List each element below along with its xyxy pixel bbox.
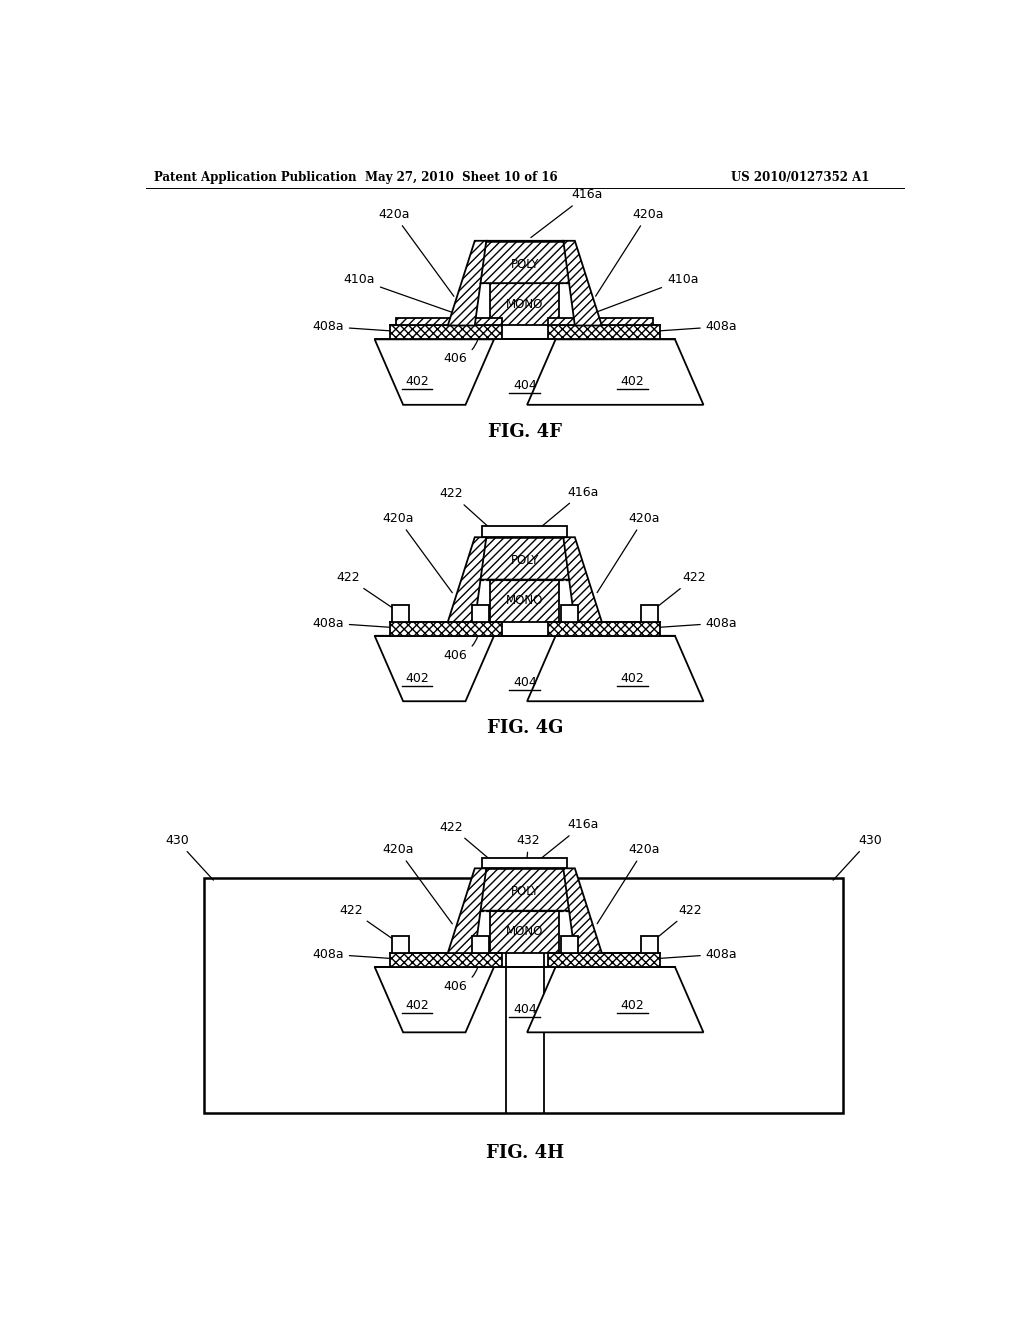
Text: 402: 402 (406, 375, 429, 388)
Text: 420a: 420a (596, 207, 664, 296)
Text: 402: 402 (621, 999, 644, 1012)
Text: 420a: 420a (597, 843, 659, 924)
Text: 406: 406 (443, 339, 478, 366)
Text: 404: 404 (513, 676, 537, 689)
Bar (548, 326, 659, 339)
Bar (490, 284, 559, 326)
Text: MONO: MONO (506, 298, 544, 310)
Polygon shape (375, 339, 494, 405)
Text: 416a: 416a (530, 818, 598, 867)
Text: 408a: 408a (312, 948, 411, 961)
Text: FIG. 4F: FIG. 4F (487, 422, 562, 441)
Text: 408a: 408a (312, 321, 411, 333)
Text: 410a: 410a (573, 273, 698, 321)
Bar (482, 527, 567, 537)
Text: 422: 422 (651, 572, 706, 611)
Text: 422: 422 (440, 487, 492, 531)
Text: 422: 422 (440, 821, 492, 861)
Bar (390, 953, 502, 966)
Bar (472, 605, 488, 622)
Text: 402: 402 (621, 375, 644, 388)
Polygon shape (475, 537, 574, 579)
Text: POLY: POLY (511, 257, 539, 271)
Text: US 2010/0127352 A1: US 2010/0127352 A1 (731, 172, 869, 185)
Text: 420a: 420a (378, 207, 454, 296)
Polygon shape (527, 966, 703, 1032)
Polygon shape (447, 537, 486, 622)
Text: FIG. 4G: FIG. 4G (486, 719, 563, 737)
Bar (561, 605, 578, 622)
Polygon shape (475, 240, 574, 284)
Bar (391, 936, 409, 953)
Text: 420a: 420a (382, 512, 453, 593)
Bar (548, 318, 653, 326)
Bar (548, 953, 659, 966)
Text: 402: 402 (406, 999, 429, 1012)
Text: 406: 406 (443, 968, 478, 993)
Text: 416a: 416a (530, 486, 598, 536)
Text: 408a: 408a (639, 948, 737, 961)
Text: 422: 422 (340, 904, 398, 942)
Bar (472, 936, 488, 953)
Text: POLY: POLY (511, 886, 539, 898)
Bar (561, 936, 578, 953)
Text: 420a: 420a (382, 843, 453, 924)
Text: 410a: 410a (343, 273, 476, 321)
Polygon shape (527, 636, 703, 701)
Text: Patent Application Publication: Patent Application Publication (154, 172, 356, 185)
Bar (204, 878, 843, 1113)
Text: 432: 432 (517, 834, 541, 879)
Bar (641, 936, 658, 953)
Bar (482, 858, 567, 869)
Text: 430: 430 (165, 834, 213, 880)
Text: 406: 406 (443, 636, 478, 661)
Polygon shape (447, 869, 486, 953)
Text: 402: 402 (621, 672, 644, 685)
Polygon shape (563, 240, 602, 326)
Bar (490, 911, 559, 953)
Text: 404: 404 (513, 379, 537, 392)
Polygon shape (475, 869, 574, 911)
Text: 422: 422 (336, 572, 398, 612)
Bar (641, 605, 658, 622)
Text: MONO: MONO (506, 594, 544, 607)
Polygon shape (563, 537, 602, 622)
Text: May 27, 2010  Sheet 10 of 16: May 27, 2010 Sheet 10 of 16 (366, 172, 558, 185)
Text: 404: 404 (513, 1003, 537, 1016)
Polygon shape (527, 339, 703, 405)
Text: 416a: 416a (530, 189, 602, 238)
Text: POLY: POLY (511, 554, 539, 568)
Bar (396, 318, 502, 326)
Text: 408a: 408a (639, 321, 737, 333)
Text: 420a: 420a (597, 512, 659, 593)
Polygon shape (563, 869, 602, 953)
Text: MONO: MONO (506, 925, 544, 939)
Text: 408a: 408a (639, 616, 737, 630)
Text: 402: 402 (406, 672, 429, 685)
Polygon shape (375, 966, 494, 1032)
Text: FIG. 4H: FIG. 4H (485, 1144, 564, 1162)
Text: 408a: 408a (312, 616, 411, 630)
Bar (391, 605, 409, 622)
Polygon shape (447, 240, 486, 326)
Bar (390, 326, 502, 339)
Text: 430: 430 (834, 834, 882, 880)
Bar (490, 579, 559, 622)
Bar (548, 622, 659, 636)
Bar (390, 622, 502, 636)
Text: 422: 422 (651, 904, 702, 942)
Polygon shape (375, 636, 494, 701)
